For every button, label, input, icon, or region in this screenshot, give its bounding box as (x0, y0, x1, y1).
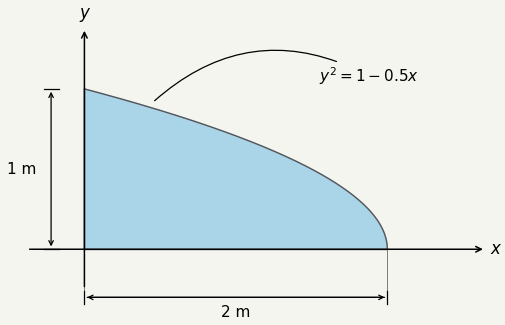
Text: y: y (79, 4, 89, 21)
Text: 2 m: 2 m (221, 306, 250, 320)
Text: $y^2 = 1 - 0.5x$: $y^2 = 1 - 0.5x$ (155, 50, 419, 101)
Text: 1 m: 1 m (7, 162, 36, 176)
Text: x: x (490, 240, 500, 258)
Polygon shape (84, 89, 387, 249)
